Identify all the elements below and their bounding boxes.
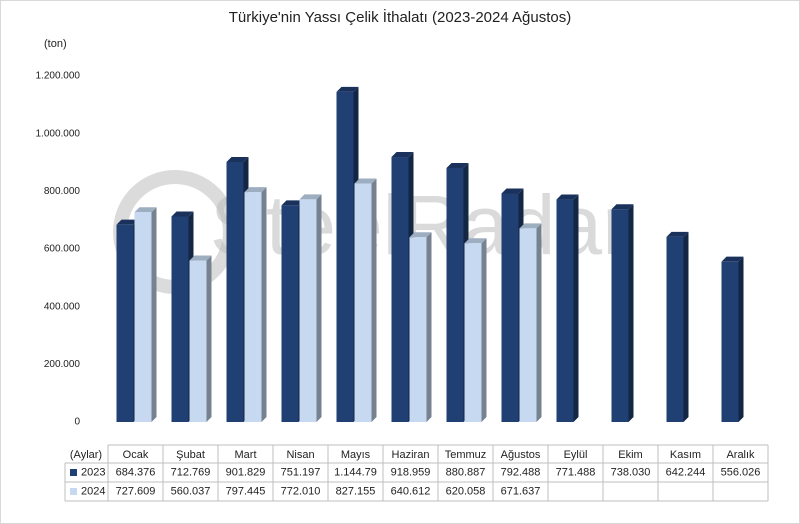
bar-top — [666, 231, 689, 237]
bar-side — [683, 231, 689, 422]
data-label: 880.887 — [446, 466, 486, 478]
bar — [721, 261, 739, 422]
data-label: 738.030 — [611, 466, 651, 478]
data-label: 671.637 — [501, 485, 541, 497]
bar-side — [151, 207, 157, 422]
bar — [409, 237, 427, 422]
bar-side — [371, 178, 377, 422]
bar-side — [316, 194, 322, 422]
bar-top — [446, 163, 469, 169]
bar — [336, 91, 354, 422]
bar-top — [134, 207, 157, 213]
bar — [299, 199, 317, 422]
bar — [446, 168, 464, 422]
x-tick-label: Ekim — [618, 449, 642, 461]
data-label: 772.010 — [281, 485, 321, 497]
bar-top — [299, 194, 322, 200]
x-tick-label: Kasım — [670, 449, 701, 461]
y-tick-label: 400.000 — [44, 301, 81, 312]
x-tick-label: Şubat — [176, 449, 205, 461]
bar — [281, 205, 299, 422]
data-label: 712.769 — [171, 466, 211, 478]
x-tick-label: Temmuz — [445, 449, 487, 461]
data-label: 560.037 — [171, 485, 211, 497]
y-tick-label: 800.000 — [44, 186, 81, 197]
data-label: 918.959 — [391, 466, 431, 478]
bar-top — [281, 200, 304, 206]
y-tick-label: 0 — [74, 417, 80, 428]
y-unit: (ton) — [44, 38, 67, 50]
bar-top — [501, 188, 524, 194]
bar — [189, 260, 207, 422]
bar-top — [171, 211, 194, 217]
data-label: 827.155 — [336, 485, 376, 497]
data-label: 901.829 — [226, 466, 266, 478]
bar — [501, 193, 519, 422]
x-tick-label: Ocak — [123, 449, 149, 461]
bar-top — [116, 219, 139, 225]
bar-top — [244, 187, 267, 193]
bar-side — [261, 187, 267, 422]
data-label: 797.445 — [226, 485, 266, 497]
bar-top — [336, 86, 359, 92]
bar — [354, 183, 372, 422]
x-header: (Aylar) — [70, 449, 102, 461]
x-tick-label: Aralık — [726, 449, 755, 461]
bar-side — [481, 238, 487, 422]
data-label: 792.488 — [501, 466, 541, 478]
legend-swatch — [70, 469, 77, 476]
bar — [171, 216, 189, 422]
chart-title: Türkiye'nin Yassı Çelik İthalatı (2023-2… — [229, 8, 572, 26]
x-tick-label: Eylül — [564, 449, 588, 461]
x-tick-label: Mart — [235, 449, 257, 461]
data-label: 727.609 — [116, 485, 156, 497]
bar-top — [519, 223, 542, 229]
data-label: 684.376 — [116, 466, 156, 478]
bar — [556, 199, 574, 422]
x-tick-label: Haziran — [392, 449, 430, 461]
bar-top — [391, 152, 414, 158]
data-label: 620.058 — [446, 485, 486, 497]
x-tick-label: Nisan — [286, 449, 314, 461]
legend-label: 2024 — [81, 485, 105, 497]
x-tick-label: Ağustos — [501, 449, 541, 461]
legend-swatch — [70, 488, 77, 495]
data-label: 556.026 — [721, 466, 761, 478]
bar-side — [573, 194, 579, 422]
bar-top — [226, 156, 249, 162]
bar-top — [464, 238, 487, 244]
data-label: 751.197 — [281, 466, 321, 478]
bar-side — [206, 255, 212, 422]
bar-side — [738, 256, 744, 422]
data-label: 640.612 — [391, 485, 431, 497]
bar — [226, 161, 244, 422]
data-label: 771.488 — [556, 466, 596, 478]
bar — [611, 209, 629, 422]
x-tick-label: Mayıs — [341, 449, 371, 461]
y-tick-label: 1.200.000 — [36, 71, 81, 82]
bar — [244, 192, 262, 422]
y-tick-label: 600.000 — [44, 244, 81, 255]
data-label: 1.144.79 — [334, 466, 377, 478]
bar-top — [354, 178, 377, 184]
bar — [519, 228, 537, 422]
bar-side — [426, 232, 432, 422]
bar-top — [611, 204, 634, 210]
bar — [116, 224, 134, 422]
data-label: 642.244 — [666, 466, 706, 478]
bar-top — [556, 194, 579, 200]
bar-top — [721, 256, 744, 262]
bar — [391, 157, 409, 422]
bar — [666, 236, 684, 422]
bar — [134, 212, 152, 422]
y-tick-label: 200.000 — [44, 359, 81, 370]
bar-top — [409, 232, 432, 238]
bar-side — [536, 223, 542, 422]
y-tick-label: 1.000.000 — [36, 128, 81, 139]
bar-top — [189, 255, 212, 261]
legend-label: 2023 — [81, 466, 105, 478]
bar-side — [628, 204, 634, 422]
bar — [464, 243, 482, 422]
